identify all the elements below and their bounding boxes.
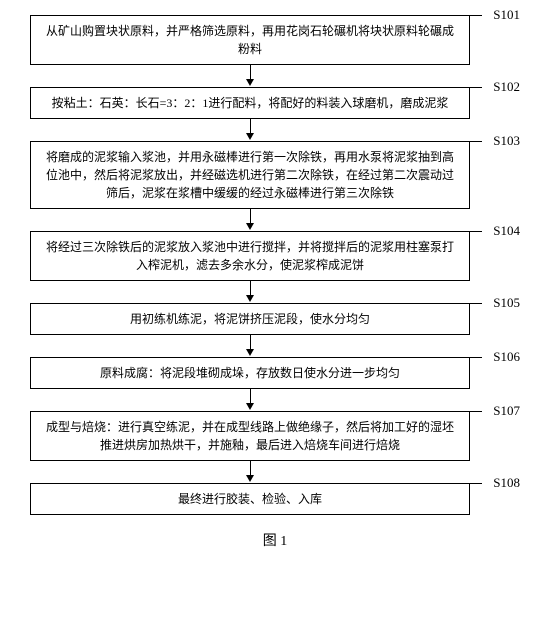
step-box-5: 用初练机练泥，将泥饼挤压泥段，使水分均匀 (30, 303, 470, 335)
step-box-2: 按粘土：石英：长石=3：2：1进行配料，将配好的料装入球磨机，磨成泥浆 (30, 87, 470, 119)
step-box-1: 从矿山购置块状原料，并严格筛选原料，再用花岗石轮碾机将块状原料轮碾成粉料 (30, 15, 470, 65)
step-label-6: S106 (493, 349, 520, 365)
step-row: 成型与焙烧：进行真空练泥，并在成型线路上做绝缘子，然后将加工好的湿坯推进烘房加热… (20, 411, 530, 461)
figure-caption: 图 1 (263, 530, 288, 550)
step-row: 按粘土：石英：长石=3：2：1进行配料，将配好的料装入球磨机，磨成泥浆 S102 (20, 87, 530, 119)
step-row: 最终进行胶装、检验、入库 S108 (20, 483, 530, 515)
arrow-container (20, 389, 530, 411)
step-row: 从矿山购置块状原料，并严格筛选原料，再用花岗石轮碾机将块状原料轮碾成粉料 S10… (20, 15, 530, 65)
step-row: 将磨成的泥浆输入浆池，并用永磁棒进行第一次除铁，再用水泵将泥浆抽到高位池中，然后… (20, 141, 530, 209)
label-connector (442, 141, 482, 142)
step-row: 原料成腐：将泥段堆砌成垛，存放数日使水分进一步均匀 S106 (20, 357, 530, 389)
step-label-2: S102 (493, 79, 520, 95)
arrow-container (20, 65, 530, 87)
label-connector (442, 87, 482, 88)
step-box-3: 将磨成的泥浆输入浆池，并用永磁棒进行第一次除铁，再用水泵将泥浆抽到高位池中，然后… (30, 141, 470, 209)
flowchart-container: 从矿山购置块状原料，并严格筛选原料，再用花岗石轮碾机将块状原料轮碾成粉料 S10… (20, 15, 530, 550)
label-connector (442, 15, 482, 16)
label-connector (442, 231, 482, 232)
label-connector (442, 411, 482, 412)
step-label-8: S108 (493, 475, 520, 491)
arrow-container (20, 461, 530, 483)
step-label-4: S104 (493, 223, 520, 239)
label-connector (442, 303, 482, 304)
label-connector (442, 483, 482, 484)
step-row: 将经过三次除铁后的泥浆放入浆池中进行搅拌，并将搅拌后的泥浆用柱塞泵打入榨泥机，滤… (20, 231, 530, 281)
step-box-8: 最终进行胶装、检验、入库 (30, 483, 470, 515)
step-box-7: 成型与焙烧：进行真空练泥，并在成型线路上做绝缘子，然后将加工好的湿坯推进烘房加热… (30, 411, 470, 461)
step-label-5: S105 (493, 295, 520, 311)
step-row: 用初练机练泥，将泥饼挤压泥段，使水分均匀 S105 (20, 303, 530, 335)
step-box-4: 将经过三次除铁后的泥浆放入浆池中进行搅拌，并将搅拌后的泥浆用柱塞泵打入榨泥机，滤… (30, 231, 470, 281)
step-box-6: 原料成腐：将泥段堆砌成垛，存放数日使水分进一步均匀 (30, 357, 470, 389)
arrow-container (20, 335, 530, 357)
arrow-container (20, 209, 530, 231)
step-label-3: S103 (493, 133, 520, 149)
step-label-1: S101 (493, 7, 520, 23)
step-label-7: S107 (493, 403, 520, 419)
arrow-container (20, 119, 530, 141)
arrow-container (20, 281, 530, 303)
label-connector (442, 357, 482, 358)
